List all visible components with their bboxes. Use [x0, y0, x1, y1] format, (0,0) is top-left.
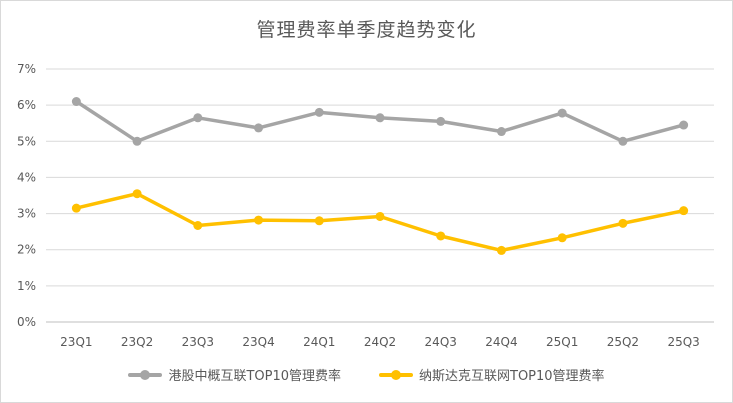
legend-swatch-nasdaq [379, 369, 413, 381]
series-0-point [679, 120, 689, 130]
series-1-point [375, 211, 385, 221]
series-0-point [314, 107, 324, 117]
y-tick-label: 4% [17, 170, 36, 184]
y-tick-label: 3% [17, 207, 36, 221]
x-tick-label: 25Q2 [607, 335, 639, 349]
chart-legend: 港股中概互联TOP10管理费率 纳斯达克互联网TOP10管理费率 [1, 365, 732, 384]
y-tick-label: 6% [17, 98, 36, 112]
series-line-1 [74, 191, 686, 253]
series-1-point [496, 245, 506, 255]
x-tick-label: 24Q2 [364, 335, 396, 349]
x-tick-label: 23Q3 [182, 335, 214, 349]
series-1-point [193, 220, 203, 230]
x-tick-label: 23Q1 [60, 335, 92, 349]
series-0-point [436, 116, 446, 126]
y-tick-label: 2% [17, 243, 36, 257]
series-0-point [496, 127, 506, 137]
x-tick-label: 24Q3 [425, 335, 457, 349]
x-tick-label: 25Q1 [546, 335, 578, 349]
legend-swatch-hk [128, 369, 163, 381]
series-0-point [132, 136, 142, 146]
x-tick-label: 23Q4 [242, 335, 274, 349]
series-0-point [71, 97, 81, 107]
series-1-point [314, 216, 324, 226]
x-tick-label: 23Q2 [121, 335, 153, 349]
series-1-point [71, 203, 81, 213]
series-1-point [254, 215, 264, 225]
legend-label-nasdaq: 纳斯达克互联网TOP10管理费率 [419, 369, 605, 384]
y-tick-label: 0% [17, 315, 36, 329]
series-0-point [254, 123, 264, 133]
y-tick-label: 5% [17, 134, 36, 148]
x-tick-label: 24Q1 [303, 335, 335, 349]
x-tick-label: 25Q3 [667, 335, 699, 349]
y-tick-label: 1% [17, 279, 36, 293]
legend-label-hk: 港股中概互联TOP10管理费率 [168, 369, 341, 384]
legend-item-nasdaq: 纳斯达克互联网TOP10管理费率 [379, 365, 605, 384]
series-1-point [436, 231, 446, 241]
series-0-point [375, 113, 385, 123]
series-0-point [618, 136, 628, 146]
legend-item-hk: 港股中概互联TOP10管理费率 [128, 365, 341, 384]
y-tick-label: 7% [17, 62, 36, 76]
x-tick-label: 24Q4 [485, 335, 517, 349]
series-1-point [132, 189, 142, 199]
chart-title: 管理费率单季度趋势变化 [256, 19, 477, 41]
series-1-point [618, 218, 628, 228]
series-0-point [557, 108, 567, 118]
series-1-point [557, 233, 567, 243]
series-1-point [679, 206, 689, 216]
series-0-point [193, 113, 203, 123]
